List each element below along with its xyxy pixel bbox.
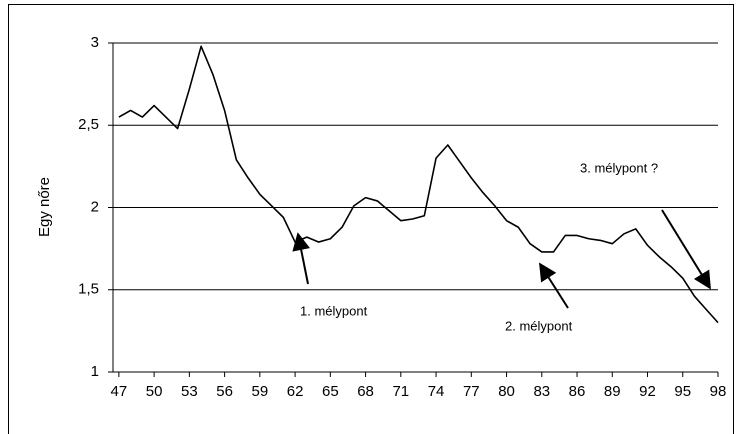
x-tick-label: 83 <box>533 383 550 400</box>
x-tick-label: 95 <box>674 383 691 400</box>
arrow <box>661 209 711 290</box>
y-tick-label: 2,5 <box>78 116 99 133</box>
x-tick-label: 80 <box>498 383 515 400</box>
x-tick-label: 53 <box>181 383 198 400</box>
x-tick-label: 68 <box>357 383 374 400</box>
y-tick-label: 3 <box>91 34 99 51</box>
arrow <box>539 262 569 309</box>
x-tick-label: 62 <box>287 383 304 400</box>
x-tick-label: 65 <box>322 383 339 400</box>
data-line <box>118 45 719 324</box>
x-tick-label: 59 <box>252 383 269 400</box>
arrow <box>292 232 311 285</box>
y-axis-label: Egy nőre <box>36 177 53 237</box>
x-tick-label: 89 <box>604 383 621 400</box>
y-tick-label: 1 <box>91 363 99 380</box>
annotation: 3. mélypont ? <box>580 160 658 175</box>
x-tick-label: 92 <box>639 383 656 400</box>
x-tick-label: 50 <box>146 383 163 400</box>
x-tick-label: 47 <box>111 383 128 400</box>
frame <box>8 4 734 434</box>
x-tick-label: 77 <box>463 383 480 400</box>
x-tick-label: 98 <box>710 383 727 400</box>
annotation: 2. mélypont <box>505 318 573 333</box>
y-tick-label: 1,5 <box>78 281 99 298</box>
y-tick-label: 2 <box>91 198 99 215</box>
x-tick-label: 71 <box>392 383 409 400</box>
x-tick-label: 56 <box>216 383 233 400</box>
annotation: 1. mélypont <box>300 303 368 318</box>
x-tick-label: 86 <box>569 383 586 400</box>
x-tick-label: 74 <box>428 383 445 400</box>
